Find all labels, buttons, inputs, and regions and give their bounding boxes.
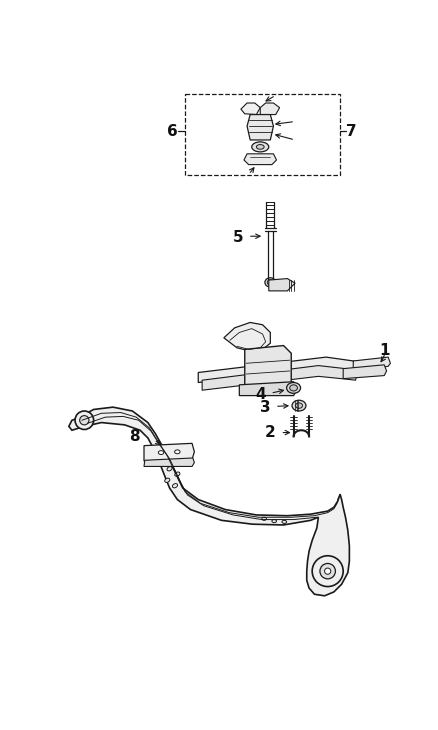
Text: 6: 6 (167, 124, 178, 139)
Ellipse shape (267, 280, 273, 285)
Polygon shape (247, 115, 273, 140)
Polygon shape (198, 357, 376, 383)
Bar (185, 93, 339, 174)
Text: 7: 7 (346, 124, 356, 139)
Circle shape (79, 415, 89, 425)
Polygon shape (144, 443, 194, 461)
Ellipse shape (159, 461, 164, 466)
Polygon shape (239, 382, 296, 396)
Polygon shape (244, 154, 276, 164)
Polygon shape (353, 357, 389, 371)
Polygon shape (69, 407, 349, 596)
Polygon shape (268, 279, 294, 291)
Ellipse shape (256, 145, 264, 149)
Polygon shape (223, 323, 270, 351)
Ellipse shape (251, 142, 268, 152)
Text: 1: 1 (378, 343, 389, 358)
Circle shape (75, 411, 93, 429)
Ellipse shape (261, 518, 266, 520)
Circle shape (311, 556, 343, 587)
Ellipse shape (174, 450, 180, 454)
Ellipse shape (164, 478, 170, 483)
Text: 3: 3 (260, 399, 270, 415)
Text: 8: 8 (129, 429, 140, 444)
Polygon shape (201, 366, 356, 391)
Ellipse shape (271, 520, 276, 523)
Text: 4: 4 (254, 387, 265, 402)
Ellipse shape (158, 450, 163, 455)
Ellipse shape (264, 278, 275, 287)
Ellipse shape (295, 403, 302, 408)
Ellipse shape (174, 472, 180, 476)
Polygon shape (244, 345, 290, 386)
Polygon shape (260, 103, 279, 115)
Ellipse shape (281, 520, 286, 523)
Ellipse shape (291, 400, 305, 411)
Polygon shape (343, 365, 386, 379)
Text: 2: 2 (265, 425, 275, 440)
Ellipse shape (166, 466, 172, 471)
Text: 5: 5 (232, 230, 243, 245)
Ellipse shape (286, 383, 300, 393)
Circle shape (319, 564, 335, 579)
Ellipse shape (172, 483, 177, 488)
Polygon shape (240, 103, 260, 115)
Polygon shape (144, 458, 194, 466)
Ellipse shape (289, 385, 297, 391)
Circle shape (324, 568, 330, 575)
